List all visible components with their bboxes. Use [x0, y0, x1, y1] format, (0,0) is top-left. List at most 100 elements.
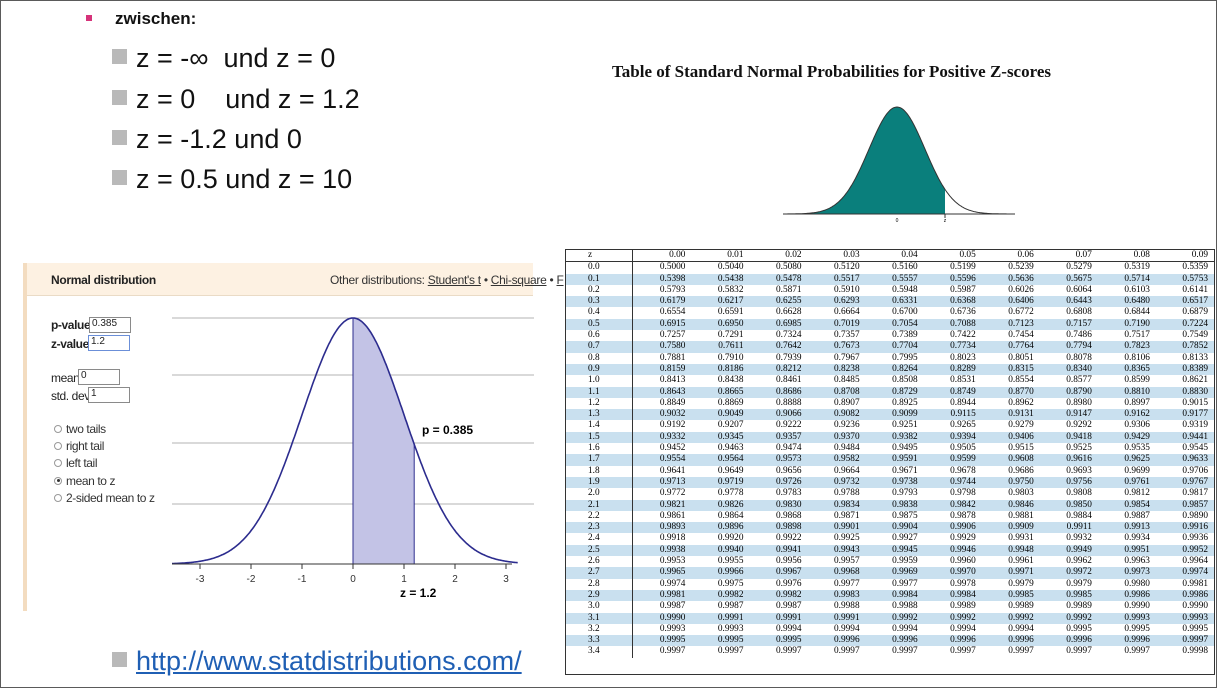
ztable-z-cell: 0.5: [566, 318, 633, 331]
p-value-input[interactable]: 0.385: [89, 317, 131, 333]
ztable-grid: z 0.00 0.01 0.02 0.03 0.04 0.05 0.06 0.07 0.08 0.0…: [566, 250, 1214, 658]
ztable-value-cell: 0.9032: [632, 409, 692, 421]
table-row: 1.3 0.9032 0.9049 0.9066 0.9082 0.9099 0.9115 0…: [566, 409, 1214, 421]
ztable-value-cell: 0.5793: [659, 284, 686, 295]
ztable-value-cell: 0.8907: [834, 397, 860, 408]
ztable-value-cell: 0.5080: [775, 262, 802, 273]
ztable-value-cell: 0.9982: [691, 589, 750, 602]
f-distribution-link[interactable]: F: [556, 273, 564, 287]
ztable-value-cell: 0.9975: [717, 578, 744, 589]
bullet-item: z = -1.2 und 0: [112, 124, 302, 155]
ztable-value-cell: 0.9830: [749, 499, 808, 511]
ztable-value-cell: 0.9996: [981, 635, 1040, 647]
ztable-z-cell: 2.1: [566, 499, 633, 511]
ztable-value-cell: 0.9977: [834, 578, 860, 589]
ztable-value-cell: 0.5438: [691, 273, 750, 285]
ztable-value-cell: 0.9949: [1039, 544, 1098, 557]
chi-square-link[interactable]: Chi-square: [490, 273, 547, 287]
ztable-value-cell: 0.9904: [865, 522, 924, 534]
ztable-value-cell: 0.9738: [865, 476, 924, 489]
ztable-value-cell: 0.5871: [775, 284, 802, 295]
ztable-value-cell: 0.9956: [775, 556, 802, 567]
ztable-value-cell: 0.9564: [691, 454, 750, 466]
ztable-value-cell: 0.5987: [950, 284, 976, 295]
ztable-value-cell: 0.9884: [1066, 510, 1092, 521]
ztable-value-cell: 0.9906: [923, 522, 982, 534]
ztable-value-cell: 0.9292: [1066, 420, 1092, 431]
radio-right-tail[interactable]: right tail: [54, 439, 104, 453]
ztable-value-cell: 0.5636: [981, 273, 1040, 285]
radio-two-tails[interactable]: two tails: [54, 422, 106, 436]
ztable-value-cell: 0.9382: [865, 431, 924, 444]
ztable-value-cell: 0.9515: [1008, 443, 1034, 454]
ztable-z-cell: 2.8: [566, 578, 633, 590]
z-value-input[interactable]: 1.2: [88, 335, 130, 351]
table-row: 1.2 0.8849 0.8869 0.8888 0.8907 0.8925 0.8944 0…: [566, 397, 1214, 410]
ztable-value-cell: 0.6879: [1182, 307, 1208, 318]
ztable-value-cell: 0.8810: [1097, 386, 1156, 398]
ztable-value-cell: 0.9986: [1155, 589, 1214, 602]
ztable-value-cell: 0.9306: [1124, 420, 1150, 431]
mean-input[interactable]: 0: [78, 369, 120, 385]
ztable-value-cell: 0.9992: [1039, 612, 1098, 624]
radio-mean-to-z[interactable]: mean to z: [54, 474, 115, 488]
ztable-value-cell: 0.6591: [717, 307, 744, 318]
bullet-item: z = 0.5 und z = 10: [112, 164, 352, 195]
statdistributions-link[interactable]: http://www.statdistributions.com/: [136, 646, 522, 676]
ztable-value-cell: 0.9972: [1039, 567, 1098, 579]
ztable-value-cell: 0.9798: [950, 488, 976, 499]
ztable-value-cell: 0.9925: [834, 533, 860, 544]
ztable-value-cell: 0.9778: [717, 488, 744, 499]
ztable-value-cell: 0.9987: [775, 601, 802, 612]
x-axis-ticks: -3 -2 -1 0 1 2 3: [196, 564, 509, 585]
ztable-value-cell: 0.9177: [1155, 409, 1214, 421]
ztable-value-cell: 0.9987: [659, 601, 686, 612]
ztable-value-cell: 0.7611: [691, 341, 750, 353]
ztable-value-cell: 0.6406: [981, 296, 1040, 308]
table-row: 2.9 0.9981 0.9982 0.9982 0.9983 0.9984 0.9984 0…: [566, 589, 1214, 602]
ztable-value-cell: 0.7486: [1066, 330, 1092, 341]
ztable-value-cell: 0.8413: [659, 375, 686, 386]
ztable-value-cell: 0.8212: [749, 363, 808, 376]
ztable-z-cell: 3.0: [566, 601, 633, 613]
ztable-value-cell: 0.9977: [892, 578, 918, 589]
ztable-value-cell: 0.9948: [981, 544, 1040, 557]
ztable-value-cell: 0.7389: [892, 330, 918, 341]
ztable-z-cell: 0.7: [566, 341, 633, 353]
radio-2-sided-mean-to-z[interactable]: 2-sided mean to z: [54, 491, 155, 505]
ztable-value-cell: 0.9582: [807, 454, 866, 466]
ztable-value-cell: 0.9441: [1155, 431, 1214, 444]
bullet-item-text: z = -∞ und z = 0: [136, 43, 336, 73]
ztable-value-cell: 0.9625: [1097, 454, 1156, 466]
student-t-link[interactable]: Student's t: [427, 273, 481, 287]
ztable-value-cell: 0.9744: [923, 476, 982, 489]
ztable-value-cell: 0.9854: [1097, 499, 1156, 511]
ztable-value-cell: 0.8830: [1155, 386, 1214, 398]
ztable-value-cell: 0.9505: [950, 443, 976, 454]
ztable-value-cell: 0.9871: [834, 510, 860, 521]
ztable-value-cell: 0.8078: [1066, 352, 1092, 363]
x-tick-label: 0: [350, 574, 356, 585]
ztable-value-cell: 0.9991: [807, 612, 866, 624]
ztable-value-cell: 0.9995: [632, 635, 692, 647]
radio-circle-icon: [54, 493, 62, 502]
ztable-value-cell: 0.9082: [807, 409, 866, 421]
ztable-value-cell: 0.9706: [1182, 465, 1208, 476]
ztable-z-cell: 0.9: [566, 363, 633, 376]
ztable-value-cell: 0.6844: [1124, 307, 1150, 318]
radio-left-tail[interactable]: left tail: [54, 456, 97, 470]
ztable-value-cell: 0.9864: [717, 510, 744, 521]
ztable-value-cell: 0.7642: [749, 341, 808, 353]
ztable-value-cell: 0.9996: [923, 635, 982, 647]
small-curve-z-label: z: [944, 218, 947, 222]
table-row: 2.6 0.9953 0.9955 0.9956 0.9957 0.9959 0.9960 0…: [566, 556, 1214, 568]
std-dev-input[interactable]: 1: [88, 387, 130, 403]
table-row: 2.7 0.9965 0.9966 0.9967 0.9968 0.9969 0.9970 0…: [566, 567, 1214, 579]
ztable-value-cell: 0.7357: [834, 330, 860, 341]
ztable-value-cell: 0.9976: [775, 578, 802, 589]
ztable-value-cell: 0.9994: [1008, 623, 1034, 634]
table-row: 0.5 0.6915 0.6950 0.6985 0.7019 0.7054 0.7088 0…: [566, 318, 1214, 331]
ztable-value-cell: 0.9192: [659, 420, 686, 431]
ztable-value-cell: 0.7454: [1008, 330, 1034, 341]
ztable-z-cell: 1.5: [566, 431, 633, 444]
